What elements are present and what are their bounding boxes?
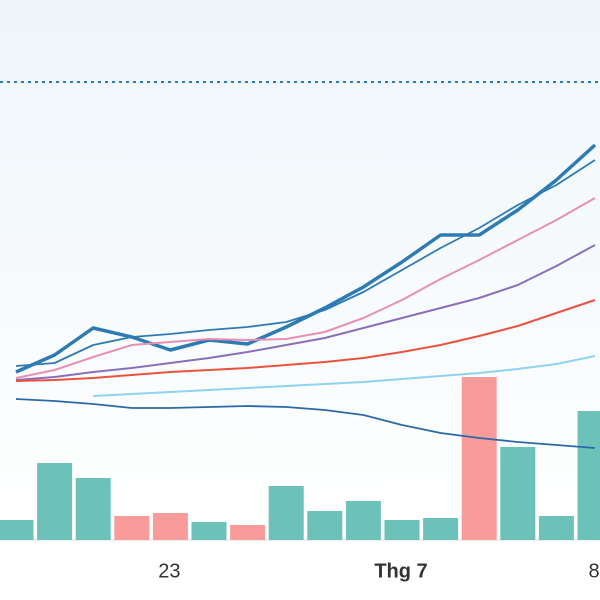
ma-line bbox=[15, 197, 596, 379]
ma-line bbox=[15, 299, 596, 382]
ma-line bbox=[15, 244, 596, 381]
ma-line bbox=[15, 398, 596, 449]
volume-bar bbox=[75, 478, 111, 540]
ma-line bbox=[93, 355, 596, 397]
volume-bar bbox=[423, 518, 459, 540]
ma-line bbox=[15, 143, 597, 374]
volume-bar bbox=[307, 511, 343, 540]
volume-bar bbox=[384, 520, 420, 540]
volume-bar bbox=[461, 377, 497, 540]
x-tick-label: 8 bbox=[588, 560, 599, 582]
plot-background bbox=[0, 0, 600, 540]
ma-line bbox=[15, 159, 596, 367]
volume-bar bbox=[37, 463, 73, 540]
volume-bar bbox=[268, 486, 304, 540]
volume-bar bbox=[345, 501, 381, 540]
volume-bar bbox=[577, 411, 600, 540]
volume-bar bbox=[0, 520, 34, 540]
volume-bar bbox=[191, 522, 227, 540]
volume-bar bbox=[114, 516, 150, 540]
volume-bar bbox=[538, 516, 574, 540]
x-tick-label: 23 bbox=[158, 560, 180, 582]
volume-bar bbox=[230, 525, 266, 540]
volume-bar bbox=[500, 447, 536, 540]
volume-bar bbox=[152, 513, 188, 540]
x-tick-label: Thg 7 bbox=[374, 560, 427, 582]
